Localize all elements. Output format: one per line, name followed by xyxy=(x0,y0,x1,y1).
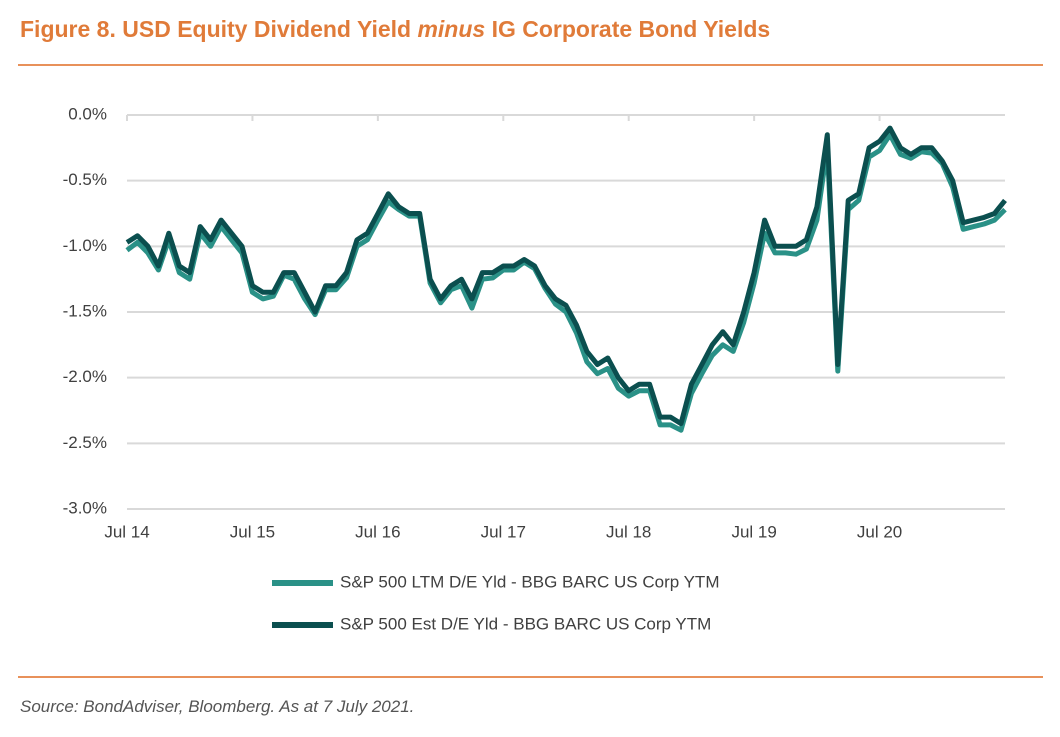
y-tick-label: -2.0% xyxy=(63,367,107,386)
y-tick-label: -2.5% xyxy=(63,433,107,452)
figure-title: Figure 8. USD Equity Dividend Yield minu… xyxy=(20,16,770,43)
y-tick-label: -1.0% xyxy=(63,236,107,255)
title-part: Figure 8. USD Equity Dividend Yield xyxy=(20,16,418,42)
x-tick-label: Jul 14 xyxy=(104,522,149,541)
x-tick-label: Jul 18 xyxy=(606,522,651,541)
legend-label: S&P 500 LTM D/E Yld - BBG BARC US Corp Y… xyxy=(340,572,719,591)
series-line xyxy=(125,132,1007,433)
title-part: IG Corporate Bond Yields xyxy=(485,16,771,42)
rule xyxy=(18,64,1043,66)
x-tick-label: Jul 19 xyxy=(731,522,776,541)
y-tick-label: -1.5% xyxy=(63,301,107,320)
y-tick-label: -3.0% xyxy=(63,498,107,517)
y-tick-label: 0.0% xyxy=(68,104,107,123)
source-note: Source: BondAdviser, Bloomberg. As at 7 … xyxy=(20,697,415,716)
y-tick-label: -0.5% xyxy=(63,170,107,189)
rule xyxy=(18,676,1043,678)
series-line xyxy=(125,125,1007,427)
x-tick-label: Jul 15 xyxy=(230,522,275,541)
x-tick-label: Jul 16 xyxy=(355,522,400,541)
legend-label: S&P 500 Est D/E Yld - BBG BARC US Corp Y… xyxy=(340,614,711,633)
x-tick-label: Jul 17 xyxy=(481,522,526,541)
title-part: minus xyxy=(417,16,486,42)
x-tick-label: Jul 20 xyxy=(857,522,902,541)
